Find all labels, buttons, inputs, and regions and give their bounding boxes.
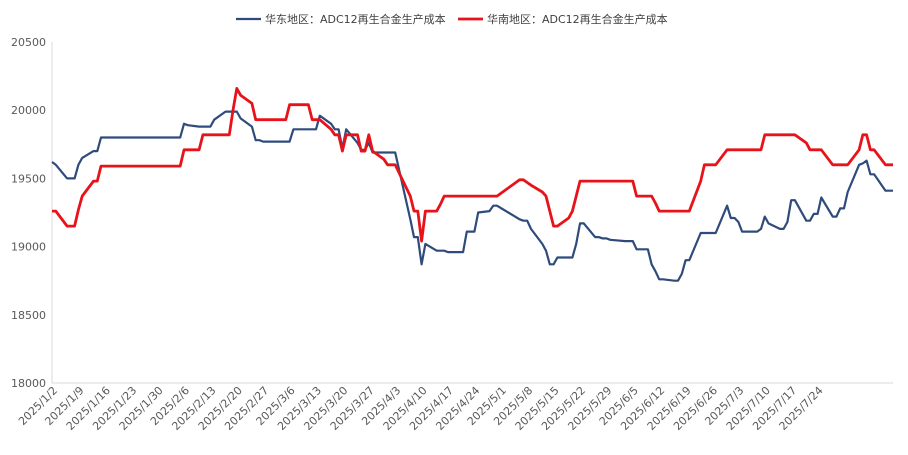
legend-label-south: 华南地区：ADC12再生合金生产成本 [487, 12, 668, 26]
series-line-east [51, 110, 893, 282]
y-tick-label: 18000 [11, 377, 46, 390]
series-layer [51, 87, 893, 282]
y-tick-label: 20000 [11, 104, 46, 117]
y-tick-label: 20500 [11, 36, 46, 49]
legend: 华东地区：ADC12再生合金生产成本 华南地区：ADC12再生合金生产成本 [236, 12, 668, 26]
y-tick-labels: 18000 18500 19000 19500 20000 20500 [11, 36, 46, 390]
x-tick-labels: 2025/1/22025/1/92025/1/162025/1/232025/1… [16, 384, 826, 433]
y-tick-label: 18500 [11, 309, 46, 322]
y-tick-label: 19000 [11, 241, 46, 254]
axes: 18000 18500 19000 19500 20000 20500 2025/1/22… [11, 36, 893, 433]
legend-label-east: 华东地区：ADC12再生合金生产成本 [265, 12, 446, 26]
y-tick-label: 19500 [11, 172, 46, 185]
series-line-south [52, 87, 893, 243]
